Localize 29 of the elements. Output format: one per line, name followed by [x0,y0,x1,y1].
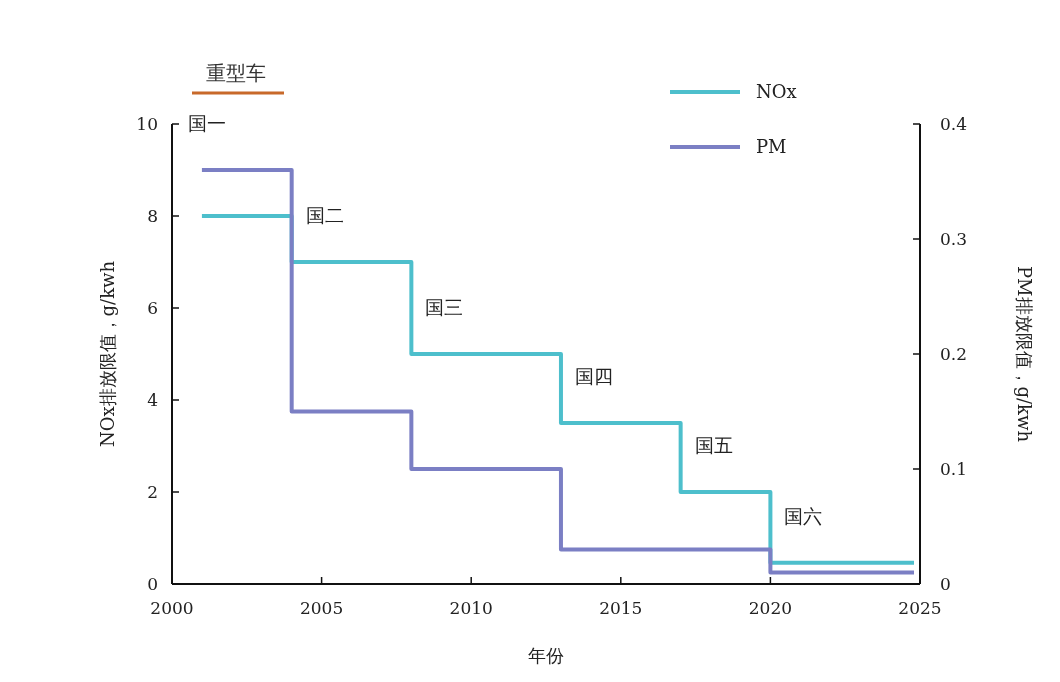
y-axis-title: NOx排放限值，g/kwh [97,260,118,448]
annotation: 国四 [574,365,613,387]
chart-title: 重型车 [206,61,266,85]
y-tick-label: 2 [147,482,158,502]
x-tick-label: 2000 [150,598,194,618]
y2-tick-label: 0.2 [940,344,968,364]
legend-label: PM [756,136,787,157]
y-tick-label: 10 [136,114,158,134]
annotation: 国五 [694,434,733,456]
x-tick-label: 2025 [898,598,942,618]
y-tick-label: 4 [147,390,158,410]
y2-tick-label: 0 [940,574,951,594]
legend-label: NOx [756,81,797,102]
x-tick-label: 2015 [599,598,643,618]
annotation: 国三 [425,296,464,318]
annotation: 国六 [784,504,823,527]
y-tick-label: 0 [147,574,158,594]
y2-tick-label: 0.3 [940,229,968,249]
y2-axis-title: PM排放限值，g/kwh [1014,265,1035,443]
x-tick-label: 2010 [449,598,493,618]
y-tick-label: 6 [147,298,158,318]
x-axis-title: 年份 [528,645,564,666]
annotation: 国二 [305,204,344,226]
y-tick-label: 8 [147,206,158,226]
x-tick-label: 2020 [748,598,793,618]
y2-tick-label: 0.1 [940,459,968,479]
y2-tick-label: 0.4 [940,114,968,134]
x-tick-label: 2005 [299,598,344,618]
annotation: 国一 [187,112,226,134]
